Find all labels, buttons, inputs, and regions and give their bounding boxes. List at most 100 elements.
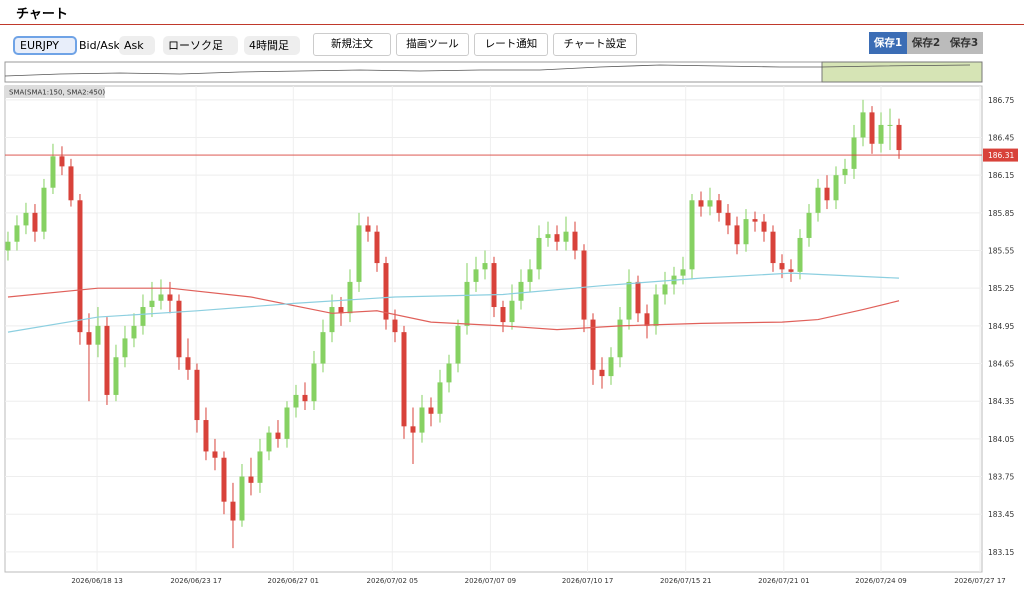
y-tick-label: 186.15 [988, 171, 1014, 180]
candle-body [617, 319, 623, 358]
candle-body [545, 234, 551, 238]
y-tick-label: 184.05 [988, 435, 1014, 444]
candle-body [41, 187, 47, 232]
candle-body [167, 294, 173, 301]
candle-body [284, 407, 290, 439]
navigator-window[interactable] [821, 61, 983, 83]
candle-body [572, 231, 578, 251]
candle-body [491, 263, 497, 308]
candle-body [113, 357, 119, 395]
indicator-label: SMA(SMA1:150, SMA2:450) [9, 89, 105, 97]
candle-body [257, 451, 263, 483]
candle-body [761, 221, 767, 232]
candle-body [473, 269, 479, 282]
candle-body [77, 200, 83, 333]
candle-body [374, 231, 380, 264]
save-button[interactable]: 保存3 [945, 32, 983, 54]
candle-body [482, 263, 488, 270]
candle-body [563, 231, 569, 242]
save-button[interactable]: 保存1 [869, 32, 907, 54]
candle-body [221, 457, 227, 502]
candle-body [788, 269, 794, 272]
candle-body [707, 200, 713, 207]
y-tick-label: 183.45 [988, 510, 1014, 519]
candle-body [266, 432, 272, 452]
x-tick-label: 2026/07/07 09 [465, 577, 516, 585]
candle-body [14, 225, 20, 242]
save-button[interactable]: 保存2 [907, 32, 945, 54]
candle-body [194, 369, 200, 421]
candle-body [716, 200, 722, 213]
candle-body [302, 394, 308, 402]
candle-body [212, 451, 218, 458]
candle-body [419, 407, 425, 433]
chart-settings-button[interactable]: チャート設定 [553, 33, 637, 56]
candle-body [770, 231, 776, 264]
candle-body [446, 363, 452, 383]
y-tick-label: 186.45 [988, 133, 1014, 142]
candle-body [365, 225, 371, 232]
candle-body [509, 300, 515, 323]
candle-body [383, 263, 389, 320]
candle-body [635, 281, 641, 314]
y-tick-label: 184.95 [988, 322, 1014, 331]
candle-body [410, 426, 416, 433]
candle-body [860, 112, 866, 138]
drawing-tools-button[interactable]: 描画ツール [396, 33, 469, 56]
y-tick-label: 186.75 [988, 96, 1014, 105]
candle-body [500, 307, 506, 323]
candle-body [644, 313, 650, 326]
current-price-box [983, 148, 1018, 162]
price-side-select[interactable]: Ask [119, 36, 155, 55]
symbol-select[interactable]: EURJPY [13, 36, 77, 55]
candle-body [68, 166, 74, 201]
candle-body [50, 156, 56, 188]
candle-body [338, 307, 344, 314]
candle-body [689, 200, 695, 270]
candle-body [185, 357, 191, 370]
candle-body [743, 219, 749, 245]
candle-body [725, 212, 731, 226]
candle-body [149, 300, 155, 308]
candle-body [158, 294, 164, 301]
candle-body [527, 269, 533, 282]
page-title: チャート [16, 7, 68, 22]
candle-body [95, 325, 101, 345]
rate-alert-button[interactable]: レート通知 [474, 33, 548, 56]
candle-body [806, 212, 812, 238]
x-tick-label: 2026/07/02 05 [367, 577, 418, 585]
header-rule [0, 24, 1024, 25]
candle-body [599, 369, 605, 377]
candle-body [680, 269, 686, 276]
candle-body [176, 300, 182, 358]
candle-body [869, 112, 875, 144]
candle-body [428, 407, 434, 414]
y-tick-label: 185.25 [988, 284, 1014, 293]
candle-body [203, 420, 209, 452]
candle-body [320, 332, 326, 364]
sma-line [7, 287, 900, 331]
candle-body [833, 175, 839, 201]
candle-body [86, 332, 92, 345]
chart-style-select[interactable]: ローソク足 [163, 36, 238, 55]
candle-body [752, 219, 758, 222]
candle-body [896, 124, 902, 151]
new-order-button[interactable]: 新規注文 [313, 33, 391, 56]
x-tick-label: 2026/06/27 01 [268, 577, 319, 585]
candle-body [842, 168, 848, 176]
indicator-box [5, 86, 105, 98]
candle-body [779, 263, 785, 270]
candle-body [815, 187, 821, 213]
x-tick-label: 2026/06/23 17 [170, 577, 221, 585]
candle-body [455, 325, 461, 364]
candle-body [230, 501, 236, 521]
y-tick-label: 185.55 [988, 247, 1014, 256]
plot-frame [4, 85, 983, 573]
timeframe-select[interactable]: 4時間足 [244, 36, 300, 55]
x-tick-label: 2026/07/27 17 [954, 577, 1005, 585]
candle-body [851, 137, 857, 169]
candle-body [518, 281, 524, 301]
candle-body [275, 432, 281, 439]
candle-body [392, 319, 398, 333]
